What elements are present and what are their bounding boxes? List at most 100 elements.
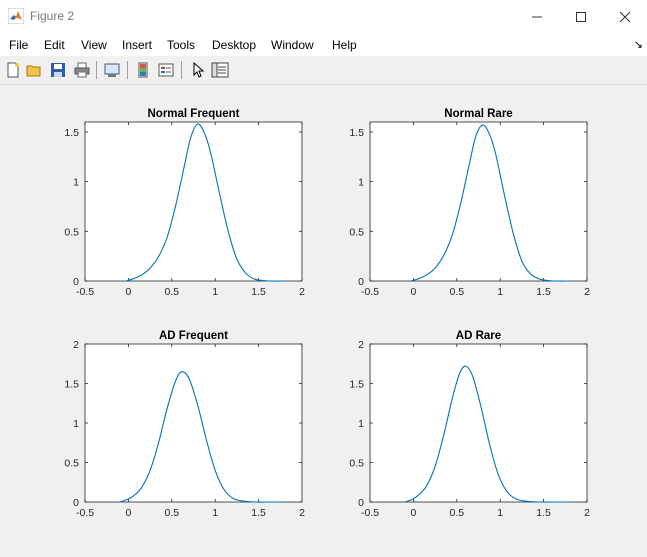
axes-box [84,343,303,503]
x-tick-label: 0 [410,286,416,298]
y-tick-label: 1.5 [349,379,364,391]
x-tick-label: 2 [584,507,590,519]
close-button[interactable] [602,0,647,34]
subplot-3[interactable]: AD Frequent-0.5 0 0.5 1 1.5 200.511.52 [64,330,305,519]
insert-colorbar-icon [138,62,148,78]
x-tick-label: 0 [410,507,416,519]
y-tick-label: 0.5 [64,458,79,470]
minimize-icon [532,16,542,18]
toolbar-separator [127,61,128,79]
x-tick-label: 0.5 [449,507,464,519]
x-tick-label: -0.5 [76,507,94,519]
menu-file[interactable]: File [9,38,29,52]
open-property-inspector-button[interactable] [211,61,229,79]
y-tick-label: 2 [73,339,79,351]
x-tick-label: -0.5 [361,286,379,298]
new-figure-button[interactable] [4,61,22,79]
y-tick-label: 0.5 [64,226,79,238]
insert-legend-icon [158,63,174,77]
x-tick-label: 0.5 [449,286,464,298]
print-icon [74,62,90,78]
menu-view[interactable]: View [81,38,107,52]
link-plot-button[interactable] [103,61,121,79]
menu-help[interactable]: Help [332,38,357,52]
subplot-title: AD Frequent [159,330,228,342]
menu-insert[interactable]: Insert [122,38,153,52]
open-file-icon [26,65,41,77]
dock-arrow-icon[interactable]: ↘ [633,39,643,51]
title-bar: Figure 2 [0,0,647,34]
subplot-4[interactable]: AD Rare-0.5 0 0.5 1 1.5 200.511.52 [349,330,590,519]
x-tick-label: 1.5 [536,286,551,298]
y-tick-label: 1.5 [64,379,79,391]
x-tick-label: 1 [497,286,503,298]
subplot-title: AD Rare [456,330,501,342]
subplot-1[interactable]: Normal Frequent-0.5 0 0.5 1 1.5 200.511.5 [64,108,305,298]
minimize-button[interactable] [514,0,560,34]
menu-window[interactable]: Window [271,38,314,52]
figure-toolbar [0,56,647,85]
save-button[interactable] [49,61,67,79]
x-tick-label: -0.5 [361,507,379,519]
y-tick-label: 2 [358,339,364,351]
x-tick-label: 1 [497,507,503,519]
density-curve [404,365,570,503]
x-tick-label: 0.5 [164,286,179,298]
y-tick-label: 1 [358,418,364,430]
link-plot-icon [104,63,120,77]
edit-plot-icon [193,62,205,78]
x-tick-label: 1.5 [251,507,266,519]
maximize-button[interactable] [558,0,604,34]
density-curve [410,124,570,282]
open-property-inspector-icon [211,62,229,78]
y-tick-label: 0 [73,497,79,509]
y-tick-label: 0.5 [349,458,364,470]
y-tick-label: 1.5 [349,127,364,139]
print-button[interactable] [73,61,91,79]
subplot-title: Normal Frequent [147,108,239,120]
menu-edit[interactable]: Edit [44,38,65,52]
maximize-icon [576,12,586,22]
open-file-button[interactable] [25,61,43,79]
edit-plot-button[interactable] [189,61,207,79]
x-tick-label: 1 [212,286,218,298]
y-tick-label: 0 [73,276,79,288]
density-curve [125,123,285,282]
axes-box [369,121,588,282]
figure-plots[interactable]: Normal Frequent-0.5 0 0.5 1 1.5 200.511.5Norm… [0,85,647,552]
insert-legend-button[interactable] [157,61,175,79]
y-tick-label: 0 [358,497,364,509]
x-tick-label: 2 [584,286,590,298]
toolbar-separator [96,61,97,79]
new-figure-icon [7,62,19,78]
y-tick-label: 1 [358,177,364,189]
x-tick-label: 1 [212,507,218,519]
x-tick-label: 0.5 [164,507,179,519]
x-tick-label: 1.5 [536,507,551,519]
x-tick-label: 0 [125,507,131,519]
menu-desktop[interactable]: Desktop [212,38,257,52]
y-tick-label: 0.5 [349,226,364,238]
density-curve [119,371,285,503]
y-tick-label: 1 [73,177,79,189]
insert-colorbar-button[interactable] [134,61,152,79]
axes-box [84,121,303,282]
x-tick-label: -0.5 [76,286,94,298]
matlab-logo-icon [8,8,24,24]
y-tick-label: 1.5 [64,127,79,139]
figure-canvas: Normal Frequent -0.5 0 0.5 1 1.5 2 0 0.5 1 1.5 Norm… [0,85,647,552]
x-tick-label: 2 [299,286,305,298]
menu-bar: File Edit View Insert Tools Desktop Wind… [0,34,647,56]
toolbar-separator [181,61,182,79]
y-tick-label: 1 [73,418,79,430]
window-title: Figure 2 [30,9,75,23]
x-tick-label: 0 [125,286,131,298]
y-tick-label: 0 [358,276,364,288]
axes-box [369,343,588,503]
x-tick-label: 2 [299,507,305,519]
close-icon [619,11,631,23]
subplot-2[interactable]: Normal Rare-0.5 0 0.5 1 1.5 200.511.5 [349,108,590,298]
x-tick-label: 1.5 [251,286,266,298]
menu-tools[interactable]: Tools [167,38,196,52]
subplot-title: Normal Rare [444,108,512,120]
